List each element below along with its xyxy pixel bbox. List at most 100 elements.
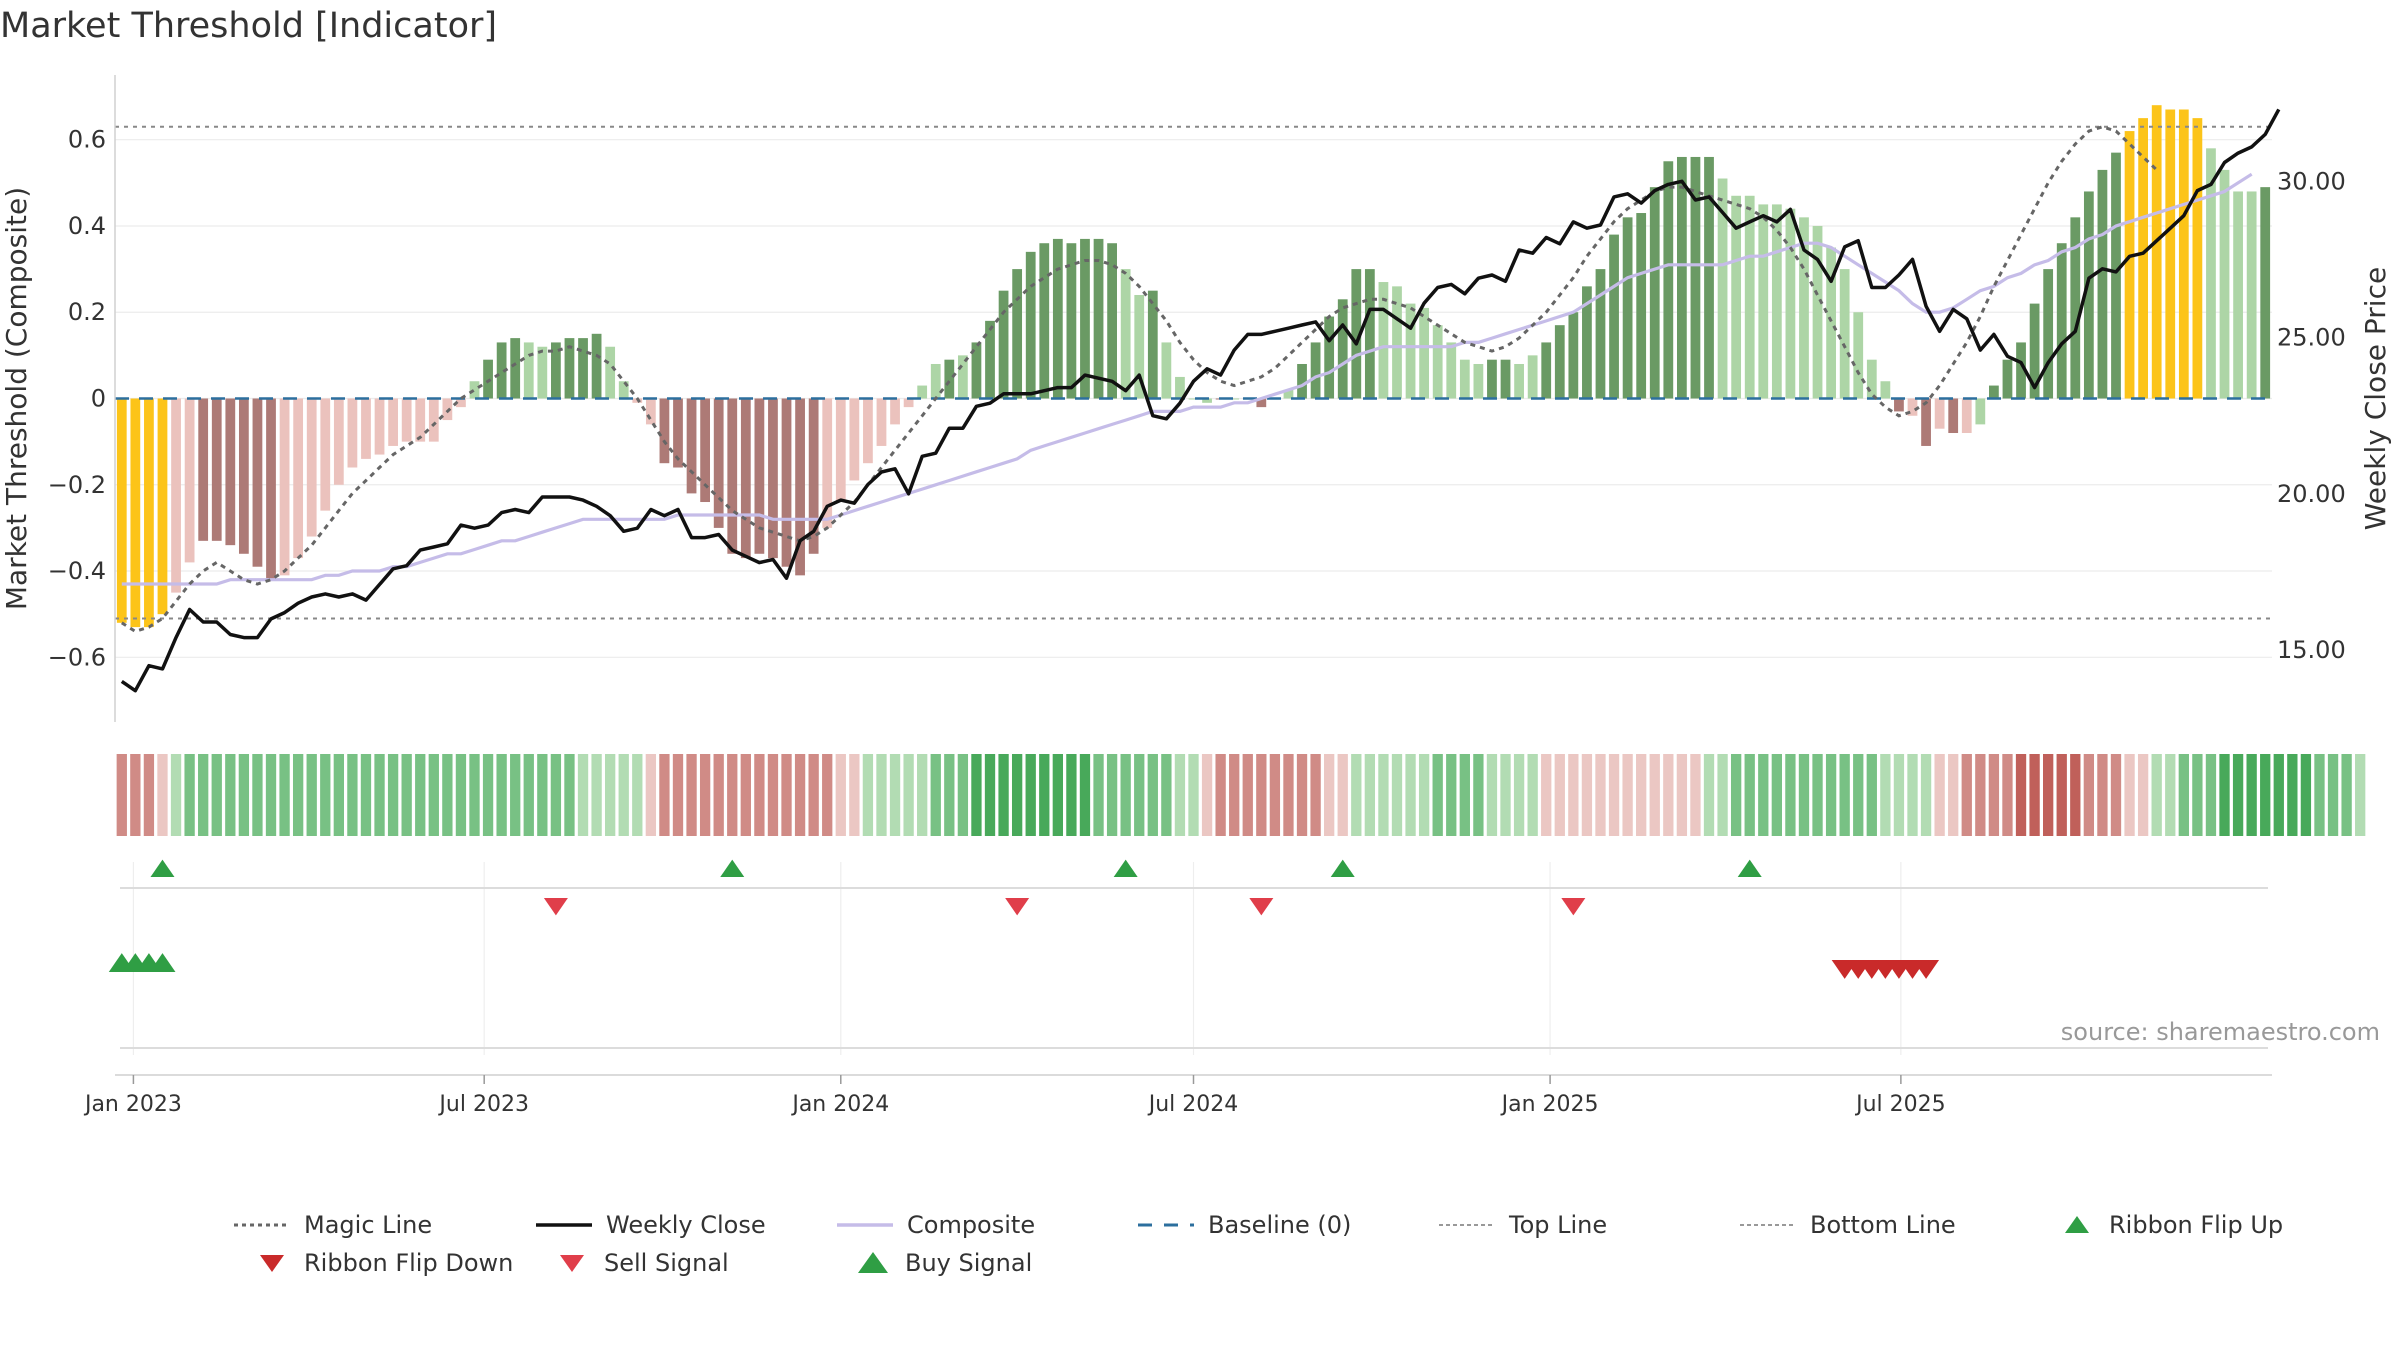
y-right-axis-title: Weekly Close Price: [2359, 267, 2392, 530]
ribbon-cell: [1229, 754, 1240, 836]
ribbon-cell: [564, 754, 575, 836]
triangle-down-icon: [260, 1255, 284, 1272]
composite-bar: [1229, 398, 1240, 400]
ribbon-cell: [998, 754, 1009, 836]
ribbon-cell: [1758, 754, 1769, 836]
ribbon-cell: [2205, 754, 2217, 836]
ribbon-cell: [170, 754, 182, 836]
composite-bar: [1052, 238, 1063, 399]
composite-bar: [1568, 312, 1579, 399]
composite-bar: [944, 359, 955, 399]
ribbon-cell: [876, 754, 887, 836]
composite-bar: [578, 338, 588, 399]
ribbon-cell: [1201, 754, 1213, 836]
ribbon-cell: [2232, 754, 2244, 836]
composite-bar: [713, 398, 724, 528]
ribbon-cell: [1052, 754, 1063, 836]
series-lines: [115, 108, 2281, 693]
ribbon-cell: [428, 754, 439, 836]
composite-bar: [2083, 191, 2094, 399]
y-left-tick-label: 0: [91, 385, 106, 413]
ribbon-cell: [1025, 754, 1036, 836]
composite-bar: [1948, 398, 1959, 434]
composite-bar: [510, 338, 521, 399]
ribbon-cell: [2192, 754, 2203, 836]
composite-bar: [157, 398, 168, 615]
ribbon-cell: [2070, 754, 2081, 836]
fine-dotted-line-icon: [1439, 1224, 1495, 1226]
x-tick-label: Jul 2025: [1854, 1092, 1946, 1117]
composite-bar: [849, 398, 860, 481]
legend-label: Magic Line: [304, 1211, 433, 1239]
legend-item: Sell Signal: [554, 1243, 729, 1283]
ribbon-cell: [2341, 754, 2352, 836]
y-left-tick-label: 0.4: [68, 212, 106, 240]
ribbon-cell: [1988, 754, 2000, 836]
composite-bar: [1432, 325, 1443, 399]
buy-signal-marker: [720, 859, 745, 877]
ribbon-cell: [143, 754, 155, 836]
ribbon-cell: [1893, 754, 1905, 836]
ribbon-cell: [320, 754, 331, 836]
composite-bar: [985, 320, 995, 399]
composite-bar: [808, 398, 819, 554]
ribbon-cell: [1839, 754, 1850, 836]
ribbon-cell: [1418, 754, 1430, 836]
ribbon-cell: [401, 754, 412, 836]
ribbon-cell: [699, 754, 711, 836]
ribbon-cell: [1527, 754, 1538, 836]
ribbon-cell: [469, 754, 480, 836]
composite-bar: [930, 363, 941, 399]
composite-bar: [863, 398, 873, 464]
ribbon-cell: [1649, 754, 1660, 836]
legend-item: Baseline (0): [1138, 1205, 1351, 1245]
ribbon-cell: [1595, 754, 1606, 836]
ribbon-cell: [754, 754, 765, 836]
sell-signal-marker: [1561, 898, 1586, 916]
ribbon-cell: [1242, 754, 1253, 836]
signal-panels: [108, 859, 2268, 1049]
ribbon-cell: [1975, 754, 1986, 836]
ribbon-cell: [2178, 754, 2189, 836]
composite-bar: [374, 398, 385, 455]
ribbon-cell: [455, 754, 467, 836]
ribbon-cell: [1161, 754, 1172, 836]
ribbon-cell: [1717, 754, 1728, 836]
ribbon-cell: [1188, 754, 1199, 836]
buy-signal-marker: [1330, 859, 1355, 877]
ribbon-cell: [2355, 754, 2366, 836]
composite-bar: [2043, 269, 2054, 399]
composite-bar: [333, 398, 344, 485]
ribbon-cell: [1785, 754, 1796, 836]
composite-bar: [957, 355, 968, 399]
ribbon-cell: [1215, 754, 1226, 836]
ribbon-cell: [1079, 754, 1091, 836]
ribbon-cell: [686, 754, 697, 836]
legend-item: Top Line: [1439, 1205, 1607, 1245]
ribbon-cell: [523, 754, 534, 836]
ribbon-cell: [496, 754, 507, 836]
x-tick-label: Jul 2024: [1147, 1092, 1239, 1117]
composite-bar: [361, 398, 371, 459]
ribbon-cell: [1500, 754, 1511, 836]
ribbon-cell: [2002, 754, 2013, 836]
buy-signal-marker: [1113, 859, 1138, 877]
y-left-tick-label: −0.6: [48, 643, 106, 671]
composite-bar: [401, 398, 412, 442]
composite-bar: [1459, 359, 1470, 399]
composite-bar: [1405, 303, 1416, 399]
composite-bar: [2002, 359, 2013, 399]
buy-signal-marker: [150, 859, 175, 877]
composite-bar: [822, 398, 833, 528]
ribbon-cell: [130, 754, 141, 836]
ribbon-cell: [2056, 754, 2067, 836]
composite-bar: [2178, 109, 2189, 399]
ribbon-cell: [306, 754, 317, 836]
ribbon-cell: [550, 754, 562, 836]
ribbon-cell: [740, 754, 751, 836]
ribbon-cell: [2043, 754, 2054, 836]
composite-bar: [483, 359, 493, 399]
ribbon-cell: [1405, 754, 1416, 836]
fine-dotted-line-icon: [1740, 1224, 1796, 1226]
composite-bar: [1717, 178, 1728, 399]
